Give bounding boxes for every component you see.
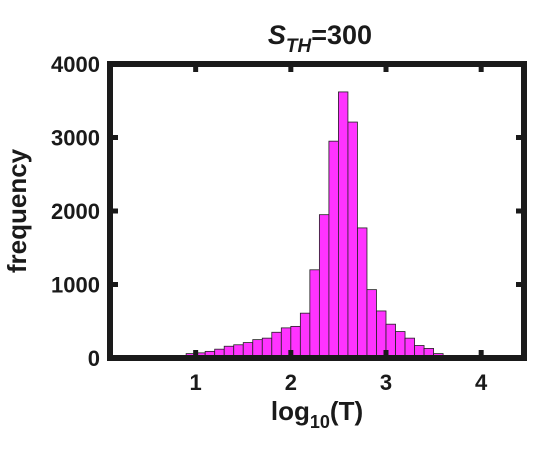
y-tick-label-4000: 4000 (51, 52, 100, 77)
x-tick-label-2: 2 (285, 370, 297, 395)
histogram-bar-11 (271, 331, 282, 359)
histogram-bar-21 (366, 289, 377, 359)
y-tick-label-1000: 1000 (51, 273, 100, 298)
histogram-bar-16 (318, 214, 330, 359)
y-tick-label-2000: 2000 (51, 199, 100, 224)
x-tick-label-4: 4 (475, 370, 488, 395)
axis-tick-labels: 1 2 3 4 0 1000 2000 3000 4000 (51, 52, 488, 395)
histogram-bars (176, 91, 454, 359)
svg-text:STH=300: STH=300 (268, 20, 372, 57)
title-rest: =300 (311, 20, 372, 50)
y-tick-label-0: 0 (88, 346, 100, 371)
y-tick-label-3000: 3000 (51, 126, 100, 151)
title-subscript: TH (286, 36, 313, 57)
y-axis-label: frequency (2, 148, 32, 273)
histogram-bar-24 (395, 331, 406, 359)
x-tick-label-3: 3 (380, 370, 392, 395)
histogram-bar-17 (328, 140, 339, 359)
xlabel-subscript: 10 (310, 412, 330, 432)
histogram-bar-18 (338, 91, 349, 359)
xlabel-main: log (271, 396, 310, 426)
plot-frame (107, 61, 527, 361)
title-main: S (268, 20, 286, 50)
histogram-bar-20 (357, 227, 368, 359)
histogram-bar-14 (299, 312, 311, 359)
plot-title: STH=300 (268, 20, 372, 57)
histogram-bar-19 (347, 121, 358, 359)
x-axis-label: log10(T) (271, 396, 363, 432)
histogram-bar-15 (309, 269, 320, 359)
x-tick-label-1: 1 (190, 370, 202, 395)
svg-text:log10(T): log10(T) (271, 396, 363, 432)
xlabel-rest: (T) (330, 396, 363, 426)
